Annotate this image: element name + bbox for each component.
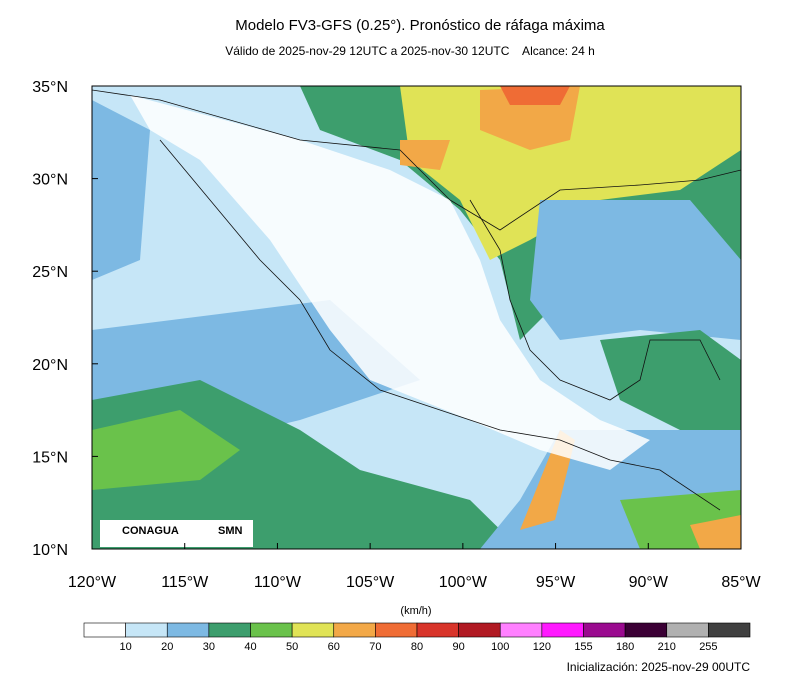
colorbar-segment bbox=[708, 622, 751, 638]
colorbar-segment bbox=[458, 622, 501, 638]
colorbar-label: 80 bbox=[411, 641, 423, 653]
colorbar-label: 155 bbox=[574, 641, 592, 653]
lat-label: 35°N bbox=[32, 79, 68, 96]
lon-label: 110°W bbox=[254, 574, 302, 591]
colorbar-segment bbox=[666, 622, 709, 638]
lon-label: 90°W bbox=[629, 574, 669, 591]
colorbar-segment bbox=[416, 622, 459, 638]
lat-label: 10°N bbox=[32, 542, 68, 559]
colorbar-label: 180 bbox=[616, 641, 634, 653]
colorbar-label: 30 bbox=[203, 641, 215, 653]
colorbar-segment bbox=[375, 622, 418, 638]
subtitle: Válido de 2025-nov-29 12UTC a 2025-nov-3… bbox=[225, 44, 595, 58]
colorbar-segment bbox=[583, 622, 626, 638]
lon-label: 100°W bbox=[439, 574, 488, 591]
colorbar-label: 20 bbox=[161, 641, 173, 653]
map-frame bbox=[91, 85, 742, 550]
colorbar-label: 40 bbox=[244, 641, 256, 653]
title: Modelo FV3-GFS (0.25°). Pronóstico de rá… bbox=[235, 17, 605, 34]
colorbar-label: 60 bbox=[328, 641, 340, 653]
colorbar-label: 50 bbox=[286, 641, 298, 653]
logo-smn: SMN bbox=[218, 525, 243, 537]
colorbar-segment bbox=[333, 622, 376, 638]
colorbar-segment bbox=[541, 622, 584, 638]
colorbar-label: 70 bbox=[369, 641, 381, 653]
lon-label: 115°W bbox=[161, 574, 209, 591]
colorbar-segment bbox=[499, 622, 543, 638]
colorbar-label: 100 bbox=[491, 641, 509, 653]
colorbar-segment bbox=[291, 622, 335, 638]
colorbar-label: 120 bbox=[533, 641, 551, 653]
colorbar-segment bbox=[83, 622, 126, 638]
colorbar-label: 210 bbox=[658, 641, 676, 653]
colorbar-segment bbox=[250, 622, 293, 638]
initialization: Inicialización: 2025-nov-29 00UTC bbox=[567, 660, 751, 674]
lat-label: 15°N bbox=[32, 449, 68, 466]
lat-label: 30°N bbox=[32, 172, 68, 189]
lon-label: 85°W bbox=[721, 574, 761, 591]
colorbar-segment bbox=[125, 622, 168, 638]
colorbar-segment bbox=[624, 622, 668, 638]
colorbar-segment bbox=[208, 622, 251, 638]
colorbar-label: 10 bbox=[120, 641, 132, 653]
lon-label: 95°W bbox=[536, 574, 576, 591]
map-field bbox=[92, 86, 741, 549]
logo-conagua: CONAGUA bbox=[122, 525, 179, 537]
colorbar-unit: (km/h) bbox=[400, 605, 431, 617]
lon-label: 105°W bbox=[346, 574, 395, 591]
logo-box bbox=[100, 520, 253, 547]
colorbar-segment bbox=[166, 622, 210, 638]
lat-label: 25°N bbox=[32, 264, 68, 281]
lat-label: 20°N bbox=[32, 357, 68, 374]
colorbar-label: 90 bbox=[453, 641, 465, 653]
lon-label: 120°W bbox=[68, 574, 117, 591]
colorbar-label: 255 bbox=[699, 641, 717, 653]
